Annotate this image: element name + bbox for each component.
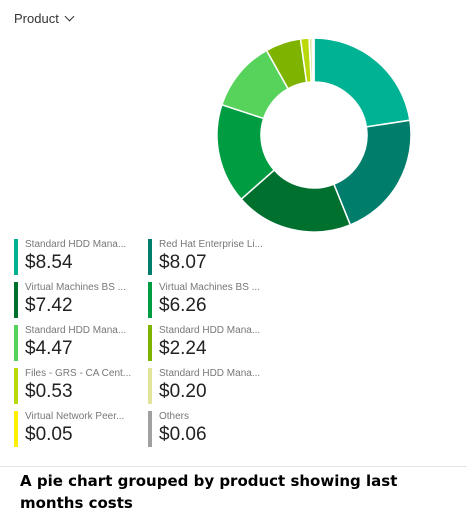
legend-item[interactable]: Standard HDD Mana... $4.47 [14,324,148,367]
chevron-down-icon [64,11,75,22]
legend-swatch [148,368,152,404]
donut-chart [216,37,412,233]
legend-swatch [14,325,18,361]
legend-item[interactable]: Standard HDD Mana... $0.20 [148,367,282,410]
legend-value: $8.07 [159,252,207,273]
legend-item[interactable]: Virtual Machines BS ... $7.42 [14,281,148,324]
legend-label: Virtual Machines BS ... [159,282,260,293]
legend-swatch [148,325,152,361]
figure-caption: A pie chart grouped by product showing l… [20,472,398,512]
legend-item[interactable]: Virtual Network Peer... $0.05 [14,410,148,453]
donut-slice[interactable] [313,37,411,128]
legend-item[interactable]: Files - GRS - CA Cent... $0.53 [14,367,148,410]
legend-value: $6.26 [159,295,207,316]
legend-value: $2.24 [159,338,207,359]
legend-label: Standard HDD Mana... [159,325,261,336]
legend-swatch [14,239,18,275]
legend-label: Virtual Machines BS ... [25,282,126,293]
legend-label: Red Hat Enterprise Li... [159,239,263,250]
donut-slice[interactable] [332,119,412,226]
legend-value: $0.05 [25,424,73,445]
legend-value: $7.42 [25,295,73,316]
legend-item[interactable]: Red Hat Enterprise Li... $8.07 [148,238,282,281]
divider [0,466,467,467]
legend-value: $0.20 [159,381,207,402]
group-by-dropdown[interactable]: Product [14,11,75,26]
legend-swatch [14,368,18,404]
legend-value: $4.47 [25,338,73,359]
legend-label: Standard HDD Mana... [25,239,127,250]
chart-legend: Standard HDD Mana... $8.54 Red Hat Enterpr… [14,238,294,453]
legend-swatch [148,239,152,275]
legend-label: Standard HDD Mana... [25,325,127,336]
group-by-label: Product [14,11,59,26]
legend-value: $0.06 [159,424,207,445]
legend-label: Standard HDD Mana... [159,368,261,379]
donut-slice[interactable] [312,37,315,83]
legend-label: Files - GRS - CA Cent... [25,368,132,379]
legend-label: Virtual Network Peer... [25,411,125,422]
legend-swatch [148,411,152,447]
legend-value: $8.54 [25,252,73,273]
legend-item[interactable]: Standard HDD Mana... $8.54 [14,238,148,281]
legend-item[interactable]: Others $0.06 [148,410,282,453]
legend-value: $0.53 [25,381,73,402]
legend-item[interactable]: Standard HDD Mana... $2.24 [148,324,282,367]
legend-swatch [14,411,18,447]
legend-swatch [148,282,152,318]
legend-item[interactable]: Virtual Machines BS ... $6.26 [148,281,282,324]
legend-swatch [14,282,18,318]
legend-label: Others [159,411,190,422]
